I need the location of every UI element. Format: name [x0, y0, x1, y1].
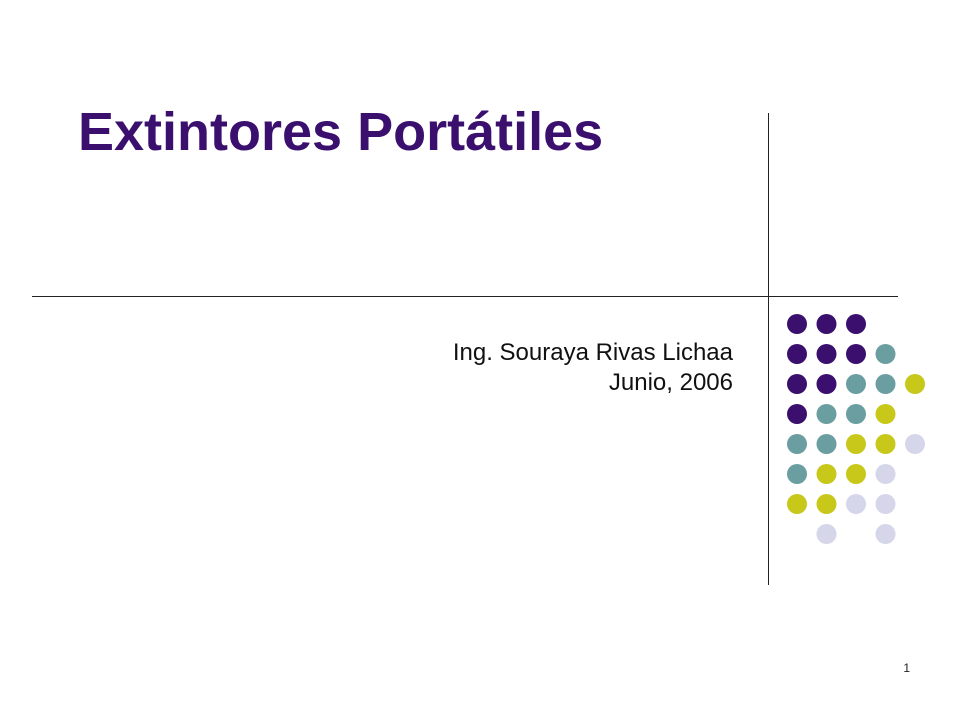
decorative-dot-olive	[846, 434, 866, 454]
decorative-dot-purple	[787, 404, 807, 424]
decorative-dot-lavender	[846, 494, 866, 514]
decorative-dot-teal	[787, 464, 807, 484]
decorative-dot-teal	[846, 374, 866, 394]
decorative-dot-teal	[816, 404, 837, 424]
decorative-dot-olive	[875, 404, 896, 424]
slide-title: Extintores Portátiles	[78, 102, 604, 162]
decorative-dot-olive	[816, 464, 837, 484]
horizontal-divider	[32, 296, 898, 297]
decorative-dot-lavender	[905, 434, 925, 454]
decorative-dot-teal	[816, 434, 837, 454]
decorative-dot-purple	[816, 314, 837, 334]
decorative-dot-olive	[905, 374, 925, 394]
decorative-dot-lavender	[875, 524, 896, 544]
decorative-dot-teal	[875, 344, 896, 364]
decorative-dot-olive	[787, 494, 807, 514]
decorative-dot-olive	[875, 434, 896, 454]
vertical-divider	[768, 113, 769, 585]
presentation-date: Junio, 2006	[608, 369, 733, 396]
slide-subtitle: Ing. Souraya Rivas Lichaa Junio, 2006	[453, 338, 733, 398]
decorative-dot-purple	[816, 374, 837, 394]
decorative-dot-lavender	[875, 494, 896, 514]
decorative-dot-olive	[846, 464, 866, 484]
page-number: 1	[903, 661, 910, 675]
author-name: Ing. Souraya Rivas Lichaa	[452, 339, 733, 366]
decorative-dot-teal	[875, 374, 896, 394]
decorative-dot-teal	[787, 434, 807, 454]
decorative-dot-lavender	[816, 524, 837, 544]
decorative-dot-lavender	[875, 464, 896, 484]
decorative-dot-purple	[787, 314, 807, 334]
decorative-dot-purple	[816, 344, 837, 364]
decorative-dot-teal	[846, 404, 866, 424]
decorative-dot-purple	[846, 314, 866, 334]
decorative-dot-purple	[787, 374, 807, 394]
decorative-dot-purple	[787, 344, 807, 364]
decorative-dot-purple	[846, 344, 866, 364]
decorative-dot-olive	[816, 494, 837, 514]
